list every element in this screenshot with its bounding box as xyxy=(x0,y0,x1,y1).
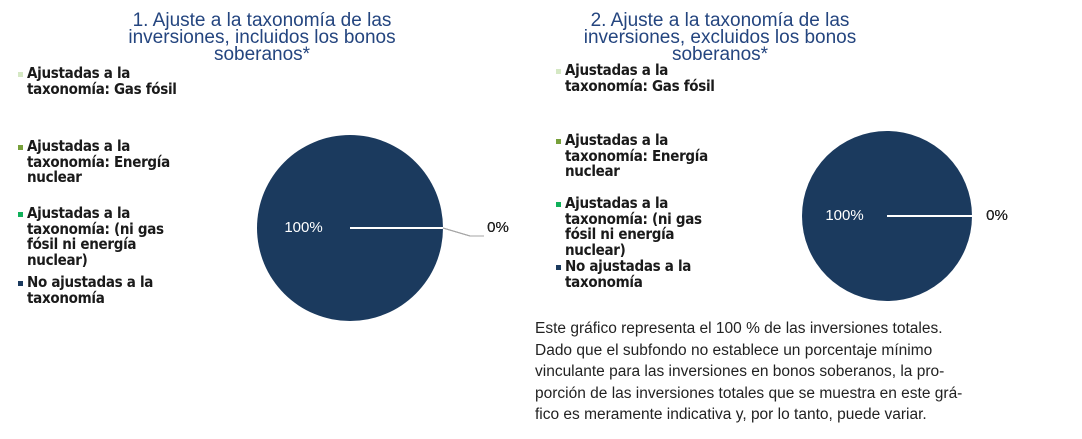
legend-label: Ajustadas a la taxonomía: Gas fósil xyxy=(565,61,715,95)
footnote-line: Dado que el subfondo no establece un por… xyxy=(535,341,933,359)
value-label: 0% xyxy=(487,219,509,236)
legend-swatch xyxy=(18,145,23,150)
legend-label: Ajustadas a la taxonomía: (ni gas fósil … xyxy=(27,204,164,269)
footnote-line: fico es meramente indicativa y, por lo t… xyxy=(535,406,927,423)
legend-label: Ajustadas a la taxonomía: Energía nuclea… xyxy=(565,131,708,180)
legend-swatch xyxy=(18,72,23,77)
legend-swatch xyxy=(556,139,561,144)
legend-item: Ajustadas a la taxonomía: Energía nuclea… xyxy=(18,137,187,186)
value-label: 0% xyxy=(986,207,1008,224)
legend-swatch xyxy=(18,281,23,286)
legend-label: Ajustadas a la taxonomía: (ni gas fósil … xyxy=(565,194,702,259)
leader-line xyxy=(442,227,484,237)
value-label: 100% xyxy=(284,219,322,236)
legend-item: Ajustadas a la taxonomía: Energía nuclea… xyxy=(556,131,725,180)
legend-item: Ajustadas a la taxonomía: (ni gas fósil … xyxy=(556,194,725,259)
value-label: 0% xyxy=(986,207,1008,224)
value-label: 100% xyxy=(825,207,863,224)
value-label: 0% xyxy=(986,207,1008,224)
legend-swatch xyxy=(556,265,561,270)
legend-label: Ajustadas a la taxonomía: Energía nuclea… xyxy=(27,137,170,186)
leader-line xyxy=(442,227,484,237)
legend-label: No ajustadas a la taxonomía xyxy=(565,257,692,291)
legend-item: No ajustadas a la taxonomía xyxy=(556,257,725,291)
legend-item: Ajustadas a la taxonomía: Gas fósil xyxy=(556,61,725,95)
legend-item: Ajustadas a la taxonomía: Gas fósil xyxy=(18,64,187,98)
legend-item: Ajustadas a la taxonomía: (ni gas fósil … xyxy=(18,204,187,269)
legend-label: Ajustadas a la taxonomía: Gas fósil xyxy=(27,64,177,98)
chart-title: 2. Ajuste a la taxonomía de las inversio… xyxy=(583,10,857,65)
value-label: 0% xyxy=(487,219,509,236)
legend-label: No ajustadas a la taxonomía xyxy=(27,273,154,307)
footnote: Este gráfico representa el 100 % de las … xyxy=(535,318,962,426)
footnote-line: porción de las inversiones totales que s… xyxy=(535,384,963,402)
chart-title: 1. Ajuste a la taxonomía de las inversio… xyxy=(128,10,396,65)
footnote-line: Este gráfico representa el 100 % de las … xyxy=(535,320,943,337)
leader-line xyxy=(442,227,484,237)
legend-swatch xyxy=(556,69,561,74)
legend-swatch xyxy=(18,212,23,217)
legend-swatch xyxy=(556,202,561,207)
value-label: 0% xyxy=(487,219,509,236)
legend-item: No ajustadas a la taxonomía xyxy=(18,273,187,307)
footnote-line: vinculante para las inversiones en bonos… xyxy=(535,363,945,380)
